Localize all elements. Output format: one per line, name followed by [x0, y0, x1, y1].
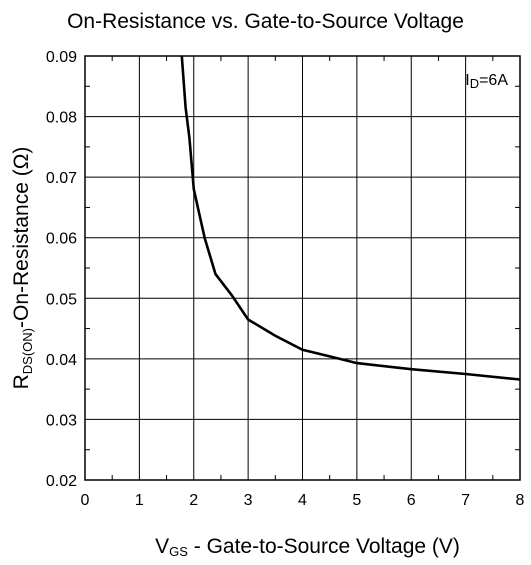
- x-tick-label: 5: [352, 492, 361, 509]
- x-axis-label: VGS - Gate-to-Source Voltage (V): [155, 535, 460, 559]
- y-tick-labels: 0.02 0.03 0.04 0.05 0.06 0.07 0.08 0.09: [46, 49, 77, 490]
- y-tick-label: 0.04: [46, 352, 77, 369]
- x-tick-label: 2: [189, 492, 198, 509]
- current-annotation: ID=6A: [465, 72, 508, 91]
- axis-ticks: [85, 56, 520, 480]
- x-tick-labels: 0 1 2 3 4 5 6 7 8: [81, 492, 525, 509]
- y-axis-label: RDS(ON)-On-Resistance (Ω): [10, 147, 35, 390]
- chart-title: On-Resistance vs. Gate-to-Source Voltage: [67, 10, 464, 33]
- x-tick-label: 0: [81, 492, 90, 509]
- x-tick-label: 4: [298, 492, 307, 509]
- series-line: [180, 55, 521, 381]
- x-tick-label: 8: [516, 492, 525, 509]
- y-tick-label: 0.03: [46, 412, 77, 429]
- y-tick-label: 0.05: [46, 291, 77, 308]
- grid: [85, 56, 520, 480]
- x-tick-label: 1: [135, 492, 144, 509]
- x-tick-label: 6: [407, 492, 416, 509]
- y-tick-label: 0.02: [46, 473, 77, 490]
- y-tick-label: 0.07: [46, 170, 77, 187]
- y-tick-label: 0.08: [46, 110, 77, 127]
- y-tick-label: 0.06: [46, 231, 77, 248]
- y-tick-label: 0.09: [46, 49, 77, 66]
- x-tick-label: 7: [461, 492, 470, 509]
- plot-area: [84, 55, 521, 481]
- x-tick-label: 3: [244, 492, 253, 509]
